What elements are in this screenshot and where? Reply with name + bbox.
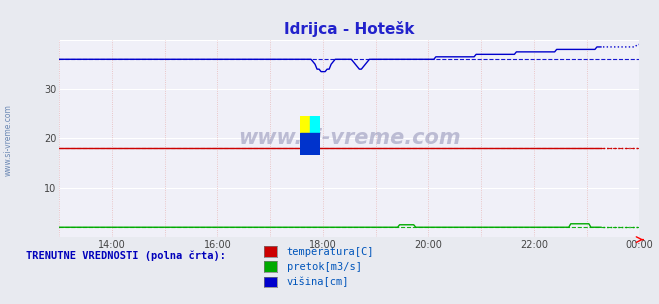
Bar: [300, 116, 310, 135]
Text: www.si-vreme.com: www.si-vreme.com: [238, 128, 461, 148]
Bar: [310, 116, 320, 135]
Bar: [300, 133, 320, 155]
Title: Idrijca - Hotešk: Idrijca - Hotešk: [284, 21, 415, 37]
Text: www.si-vreme.com: www.si-vreme.com: [4, 104, 13, 176]
Text: TRENUTNE VREDNOSTI (polna črta):: TRENUTNE VREDNOSTI (polna črta):: [26, 251, 226, 261]
Text: višina[cm]: višina[cm]: [287, 277, 349, 287]
Text: temperatura[C]: temperatura[C]: [287, 247, 374, 257]
Text: pretok[m3/s]: pretok[m3/s]: [287, 262, 362, 272]
